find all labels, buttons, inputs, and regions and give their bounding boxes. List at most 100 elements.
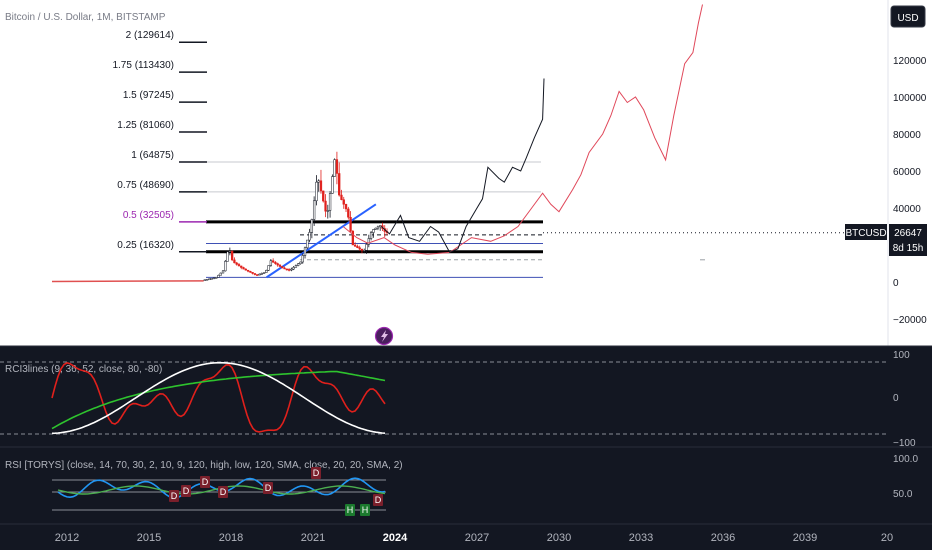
candle-body — [262, 272, 266, 274]
price-tick-label: 80000 — [893, 130, 921, 141]
candle-body — [265, 270, 268, 273]
candle-body — [342, 199, 345, 205]
price-tick-label: 100000 — [893, 93, 927, 104]
candle-body — [210, 278, 213, 280]
rsi-panel[interactable]: RSI [TORYS] (close, 14, 70, 30, 2, 10, 9… — [5, 454, 918, 516]
rsi-d-marker — [373, 494, 383, 506]
candle-body — [338, 173, 341, 196]
rci-long-line — [51, 361, 386, 435]
candle-body — [365, 244, 368, 251]
rsi-marker-label: D — [183, 486, 190, 496]
candle-body — [319, 180, 323, 192]
candle-body — [233, 259, 236, 264]
candle-body — [303, 247, 307, 256]
candle-body — [235, 262, 238, 265]
candle-body — [226, 251, 229, 262]
price-pane-background[interactable] — [0, 0, 932, 346]
candle-body — [221, 270, 225, 274]
candle-body — [294, 265, 298, 268]
rsi-marker-label: H — [362, 505, 369, 515]
rci-panel[interactable]: RCI3lines (9, 36, 52, close, 80, -80) 10… — [0, 350, 916, 449]
price-tick-label: 40000 — [893, 204, 921, 215]
rsi-d-marker — [311, 467, 321, 479]
candle-body — [333, 159, 336, 177]
lightning-icon[interactable] — [374, 326, 394, 346]
candle-body — [276, 263, 279, 266]
candle-body — [271, 260, 275, 263]
candle-body — [356, 246, 359, 248]
time-axis[interactable]: 2012 2015 2018 2021 2024 2027 2030 2033 2036 2039… — [55, 532, 893, 544]
candle-body — [351, 230, 355, 246]
candle-body — [349, 217, 352, 232]
candle-body — [326, 210, 329, 212]
candle-body — [290, 268, 293, 271]
time-tick-label: 2033 — [629, 532, 653, 544]
currency-button[interactable]: USD — [890, 5, 926, 28]
candle-body — [312, 200, 316, 220]
time-tick-label: 2027 — [465, 532, 489, 544]
candle-body — [281, 266, 284, 269]
rsi-marker-label: D — [202, 477, 209, 487]
candle-body — [240, 265, 243, 268]
candle-body — [369, 232, 373, 239]
fib-level-label: 2 (129614) — [126, 30, 174, 41]
rsi-d-marker — [181, 485, 191, 497]
rci-scale-minus-100: −100 — [893, 438, 916, 449]
candle-body — [353, 244, 357, 247]
candle-body — [256, 274, 259, 276]
symbol-price-badge: BTCUSD 26647 8d 15h — [845, 224, 927, 256]
candle-body — [331, 176, 334, 194]
candle-body — [217, 274, 220, 278]
candle-body — [301, 255, 304, 263]
horizontal-levels — [206, 161, 845, 278]
candle-body — [360, 248, 364, 251]
candle-body — [258, 273, 261, 276]
candle-body — [230, 250, 234, 261]
currency-label: USD — [897, 13, 918, 24]
early-price-line — [51, 280, 204, 283]
rsi-d-marker — [169, 490, 179, 502]
rsi-marker-label: D — [220, 487, 227, 497]
fib-level-label: 0.25 (16320) — [117, 240, 174, 251]
candle-body — [267, 265, 270, 271]
candle-body — [244, 268, 247, 271]
candle-body — [374, 227, 377, 230]
time-tick-label: 2039 — [793, 532, 817, 544]
candle-body — [306, 239, 309, 249]
candle-body — [317, 180, 320, 183]
current-price-label: 26647 — [894, 228, 922, 239]
rsi-title: RSI [TORYS] (close, 14, 70, 30, 2, 10, 9… — [5, 460, 403, 471]
time-tick-label: 2030 — [547, 532, 571, 544]
time-tick-label: 2012 — [55, 532, 79, 544]
candle-body — [260, 273, 263, 275]
candle-body — [224, 261, 227, 272]
time-tick-label: 2024 — [383, 532, 408, 544]
candle-body — [344, 204, 348, 210]
rsi-marker-label: D — [265, 483, 272, 493]
candle-body — [269, 260, 273, 266]
candle-body — [205, 278, 209, 281]
symbol-label: BTCUSD — [845, 228, 886, 239]
candle-body — [237, 264, 241, 267]
candles-layer — [51, 151, 389, 283]
candle-body — [299, 261, 302, 265]
candle-body — [322, 190, 325, 202]
candle-body — [358, 247, 361, 250]
fib-level-label: 1.5 (97245) — [123, 90, 174, 101]
candle-body — [278, 264, 282, 267]
candle-body — [246, 269, 250, 272]
candle-body — [328, 193, 332, 211]
candle-body — [324, 200, 327, 212]
rci-title: RCI3lines (9, 36, 52, close, 80, -80) — [5, 364, 162, 375]
candle-body — [347, 208, 350, 218]
candle-body — [203, 279, 206, 281]
fib-level-label: 1.25 (81060) — [117, 120, 174, 131]
candle-body — [367, 238, 370, 245]
rsi-marker-label: D — [375, 495, 382, 505]
candle-body — [310, 219, 314, 233]
candle-body — [287, 269, 291, 271]
time-tick-label: 2015 — [137, 532, 161, 544]
projection-black-line — [380, 78, 545, 254]
candle-body — [308, 232, 311, 241]
